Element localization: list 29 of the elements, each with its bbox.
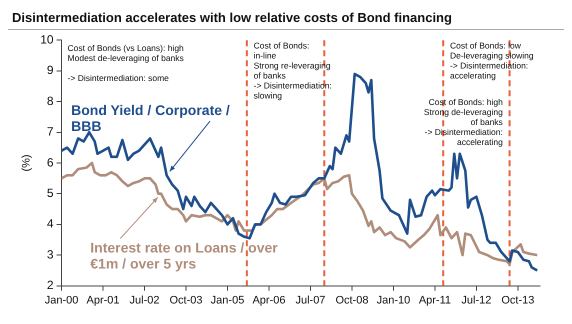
x-tick-label: Jul-12: [461, 294, 492, 306]
y-tick-label: 6: [46, 155, 54, 170]
x-tick-label: Jul-07: [295, 294, 326, 306]
annotation: Cost of Bonds: low De-leveraging slowing -> Disintermediation: accelerating: [450, 40, 534, 80]
x-tick-label: Jan-00: [44, 294, 78, 306]
x-tick-label: Jul-02: [130, 294, 160, 306]
chart-title: Disintermediation accelerates with low relative costs of Bond financing: [8, 8, 564, 30]
x-tick-label: Oct-08: [335, 294, 368, 306]
x-tick-label: Jan-05: [210, 294, 244, 306]
y-tick-label: 7: [46, 124, 54, 139]
annotation: Cost of Bonds (vs Loans): high Modest de-leveraging of banks -> Disintermediation: some: [68, 42, 184, 83]
y-tick-label: 4: [46, 216, 54, 231]
annotation: Cost of Bonds: in-line Strong re-leveraging of banks -> Disintermediation: slowing: [254, 40, 332, 100]
x-tick-label: Oct-13: [501, 294, 534, 306]
y-tick-label: 8: [46, 94, 54, 108]
y-tick-label: 9: [46, 63, 54, 78]
y-tick-label: 3: [46, 247, 54, 262]
series-label: Bond Yield / Corporate / BBB: [71, 102, 230, 134]
y-tick-label: 10: [40, 32, 54, 47]
x-tick-label: Apr-11: [418, 294, 452, 306]
x-tick-label: Oct-03: [169, 294, 203, 306]
x-tick-label: Apr-01: [86, 294, 120, 306]
series-label: Interest rate on Loans / over €1m / over 5 yrs: [90, 239, 278, 272]
x-tick-label: Apr-06: [252, 294, 286, 306]
y-axis-title: (%): [20, 154, 33, 172]
x-tick-label: Jan-10: [376, 294, 410, 306]
y-tick-label: 5: [46, 186, 54, 200]
annotation: Cost of Bonds: high Strong de-leveraging of banks -> Disintermediation: accelerating: [424, 97, 504, 148]
y-tick-label: 2: [46, 278, 54, 292]
